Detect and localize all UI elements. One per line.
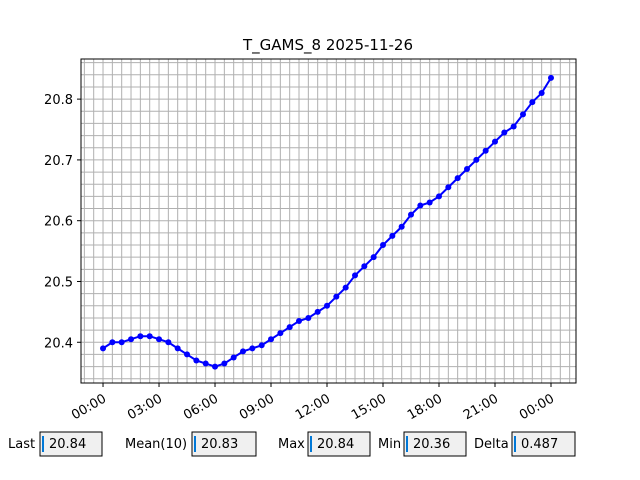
stat-label: Min bbox=[378, 437, 401, 452]
data-point bbox=[305, 314, 312, 321]
data-point bbox=[352, 272, 359, 279]
data-point bbox=[165, 339, 172, 346]
data-point bbox=[389, 232, 396, 239]
stat-box bbox=[511, 431, 576, 457]
data-point bbox=[501, 129, 508, 136]
stat-label: Last bbox=[8, 437, 35, 452]
data-point bbox=[398, 223, 405, 230]
data-point bbox=[277, 330, 284, 337]
data-point bbox=[249, 345, 256, 352]
stat-box bbox=[191, 431, 257, 457]
y-tick-label: 20.6 bbox=[44, 215, 73, 230]
stat-value: 20.83 bbox=[201, 437, 238, 452]
data-point bbox=[510, 123, 517, 130]
data-point bbox=[370, 254, 377, 261]
data-point bbox=[174, 345, 181, 352]
data-point bbox=[202, 360, 209, 367]
data-point bbox=[100, 345, 107, 352]
y-tick-label: 20.8 bbox=[44, 93, 73, 108]
data-point bbox=[286, 324, 293, 331]
stat-field: Last 20.84 bbox=[8, 431, 103, 457]
data-point bbox=[408, 211, 414, 218]
stat-box bbox=[403, 431, 467, 457]
x-tick-label: 03:00 bbox=[125, 391, 165, 423]
x-tick-label: 12:00 bbox=[293, 391, 333, 423]
data-point bbox=[212, 363, 219, 370]
data-point bbox=[146, 333, 153, 340]
data-point bbox=[258, 342, 265, 349]
data-point bbox=[529, 99, 536, 106]
data-point bbox=[137, 333, 144, 340]
stat-field: Mean(10) 20.83 bbox=[125, 431, 257, 457]
stat-field: Delta 0.487 bbox=[474, 431, 576, 457]
data-point bbox=[547, 74, 554, 81]
x-tick-label: 00:00 bbox=[517, 391, 557, 423]
y-tick-label: 20.4 bbox=[44, 336, 73, 351]
data-point bbox=[417, 202, 424, 209]
data-point bbox=[454, 175, 461, 182]
stat-value: 20.36 bbox=[413, 437, 450, 452]
data-point bbox=[538, 90, 545, 97]
data-point bbox=[463, 166, 470, 173]
data-point bbox=[156, 336, 163, 343]
data-point bbox=[268, 336, 275, 343]
data-point bbox=[491, 138, 498, 145]
x-tick-label: 18:00 bbox=[405, 391, 445, 423]
x-tick-label: 00:00 bbox=[69, 391, 109, 423]
data-point bbox=[333, 293, 340, 300]
data-point bbox=[314, 308, 321, 315]
data-point bbox=[519, 111, 526, 118]
x-tick-label: 06:00 bbox=[181, 391, 221, 423]
data-point bbox=[193, 357, 200, 364]
stat-value: 0.487 bbox=[521, 437, 558, 452]
data-point bbox=[435, 193, 442, 200]
plot-frame bbox=[80, 58, 577, 384]
data-point bbox=[184, 351, 191, 358]
stat-value: 20.84 bbox=[49, 437, 86, 452]
data-point bbox=[230, 354, 237, 361]
data-point bbox=[380, 242, 387, 249]
stat-value: 20.84 bbox=[317, 437, 354, 452]
y-tick-label: 20.5 bbox=[44, 275, 73, 290]
data-point bbox=[324, 302, 331, 309]
data-point bbox=[482, 147, 489, 154]
x-tick-label: 21:00 bbox=[461, 391, 501, 423]
stat-label: Delta bbox=[474, 437, 509, 452]
data-point bbox=[240, 348, 247, 355]
stat-field: Max 20.84 bbox=[278, 431, 371, 457]
data-point bbox=[296, 317, 303, 324]
data-point bbox=[426, 199, 433, 206]
stat-box bbox=[39, 431, 103, 457]
x-tick-label: 09:00 bbox=[237, 391, 277, 423]
data-point bbox=[128, 336, 135, 343]
y-tick-label: 20.7 bbox=[44, 154, 73, 169]
stat-box bbox=[307, 431, 371, 457]
stat-label: Mean(10) bbox=[125, 437, 187, 452]
data-point bbox=[473, 156, 480, 163]
data-point bbox=[342, 284, 349, 291]
data-point bbox=[221, 360, 228, 367]
data-point bbox=[109, 339, 116, 346]
data-point bbox=[361, 263, 368, 270]
chart-title: T_GAMS_8 2025-11-26 bbox=[242, 36, 413, 55]
stat-field: Min 20.36 bbox=[378, 431, 467, 457]
x-tick-label: 15:00 bbox=[349, 391, 389, 423]
data-point bbox=[445, 184, 452, 191]
stat-label: Max bbox=[278, 437, 305, 452]
data-point bbox=[118, 339, 125, 346]
